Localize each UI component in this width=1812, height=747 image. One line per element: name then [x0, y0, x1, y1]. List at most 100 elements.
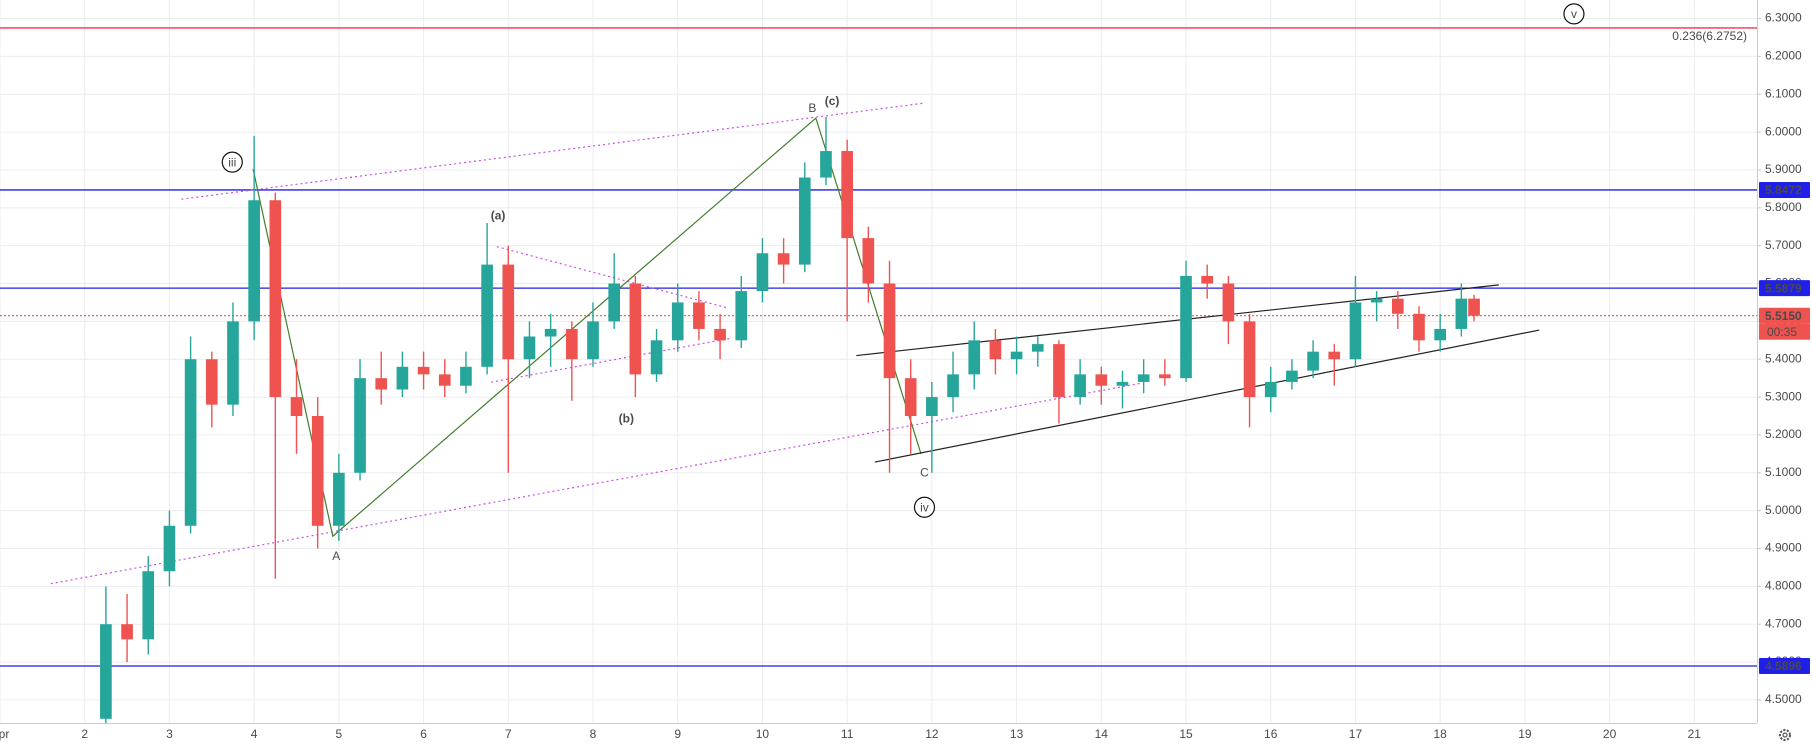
- candle-body: [523, 336, 536, 360]
- level-label: 4.5896: [1765, 659, 1802, 673]
- candle-body: [756, 253, 769, 292]
- y-tick-label: 5.4000: [1765, 351, 1802, 365]
- candle-body: [396, 366, 409, 390]
- annotation: B: [808, 101, 816, 115]
- annotation: v: [1571, 7, 1577, 21]
- candle-body: [1468, 298, 1480, 316]
- candle-body: [417, 366, 430, 375]
- candle-body: [841, 151, 853, 239]
- candle-body: [968, 340, 981, 375]
- candle-body: [587, 321, 599, 360]
- x-tick-label: 3: [166, 727, 173, 741]
- candle-body: [1031, 344, 1044, 352]
- candle-body: [1137, 374, 1150, 382]
- last-price-label: 5.5150: [1765, 309, 1802, 323]
- candle-body: [1264, 381, 1277, 398]
- candle-body: [904, 378, 917, 417]
- y-tick-label: 6.3000: [1765, 11, 1802, 25]
- x-tick-label: 15: [1179, 727, 1193, 741]
- y-tick-label: 5.8000: [1765, 200, 1802, 214]
- candle-body: [671, 302, 684, 341]
- x-tick-label: 12: [925, 727, 939, 741]
- candle-body: [650, 340, 663, 375]
- candle-body: [714, 328, 726, 341]
- y-tick-label: 5.7000: [1765, 238, 1802, 252]
- candle-body: [1328, 351, 1341, 360]
- candle-body: [862, 238, 875, 284]
- plot-area: [0, 0, 1757, 723]
- candle-body: [502, 264, 515, 360]
- candle-body: [608, 283, 621, 322]
- annotation-circle: [913, 496, 936, 518]
- x-tick-label: 8: [590, 727, 597, 741]
- candle-body: [1159, 374, 1171, 379]
- annotation: (c): [825, 94, 840, 108]
- y-tick-label: 4.9000: [1765, 541, 1802, 555]
- candle-body: [1074, 374, 1086, 398]
- annotation: (a): [491, 209, 506, 223]
- y-tick-label: 6.1000: [1765, 86, 1802, 100]
- candle-body: [375, 378, 388, 390]
- triangle-line: [856, 284, 1499, 357]
- x-tick-label: 7: [505, 727, 512, 741]
- x-tick-label: 11: [841, 727, 854, 741]
- candle-body: [1053, 344, 1065, 398]
- candle-body: [947, 374, 959, 398]
- y-tick-label: 5.9000: [1765, 162, 1802, 176]
- annotation: iv: [920, 500, 929, 514]
- level-box: [1759, 280, 1810, 297]
- annotation: (b): [619, 411, 634, 425]
- candle-body: [460, 366, 472, 386]
- candle-body: [121, 624, 133, 640]
- candle-body: [544, 328, 557, 337]
- candle-body: [184, 359, 197, 526]
- y-tick-label: 5.3000: [1765, 389, 1802, 403]
- x-tick-label: 20: [1603, 727, 1617, 741]
- annotation: A: [332, 549, 340, 563]
- y-tick-label: 4.8000: [1765, 579, 1802, 593]
- candle-body: [1370, 298, 1383, 303]
- candle-body: [1243, 321, 1256, 398]
- candle-body: [227, 321, 239, 405]
- candle-body: [1349, 302, 1362, 360]
- candle-body: [100, 624, 112, 719]
- candle-body: [1455, 298, 1468, 329]
- candle-body: [142, 571, 155, 640]
- y-tick-label: 5.2000: [1765, 427, 1802, 441]
- candle-body: [883, 283, 896, 379]
- x-tick-label: 6: [420, 727, 427, 741]
- candle-body: [1010, 351, 1023, 360]
- candle-body: [354, 378, 366, 473]
- x-tick-label: 16: [1264, 727, 1278, 741]
- candle-body: [248, 200, 260, 322]
- x-tick-label: 19: [1518, 727, 1532, 741]
- x-tick-label: 4: [251, 727, 258, 741]
- candle-body: [777, 253, 790, 265]
- candle-body: [1201, 275, 1214, 284]
- triangle-line: [874, 329, 1540, 463]
- candle-body: [333, 472, 345, 526]
- x-tick-label: 21: [1688, 727, 1702, 741]
- candle-body: [481, 264, 493, 367]
- settings-button[interactable]: [1779, 729, 1791, 741]
- y-tick-label: 5.0000: [1765, 503, 1802, 517]
- level-label: 5.8472: [1765, 183, 1802, 197]
- candle-body: [438, 374, 451, 386]
- countdown: 00:35: [1767, 325, 1797, 339]
- candle-body: [163, 525, 176, 572]
- trend-line: [491, 337, 732, 383]
- x-tick-label: 14: [1095, 727, 1109, 741]
- x-tick-label: 10: [756, 727, 770, 741]
- candle-body: [926, 397, 938, 417]
- candle-body: [989, 340, 1002, 360]
- candle-body: [1307, 351, 1319, 371]
- candle-body: [798, 177, 811, 265]
- gear-ring: [1779, 729, 1791, 741]
- x-tick-label: Apr: [0, 727, 9, 741]
- candle-body: [566, 328, 578, 360]
- gear-hole: [1782, 732, 1788, 738]
- annotation-circle: [1563, 3, 1585, 25]
- level-box: [1759, 181, 1810, 198]
- candle-body: [693, 302, 705, 329]
